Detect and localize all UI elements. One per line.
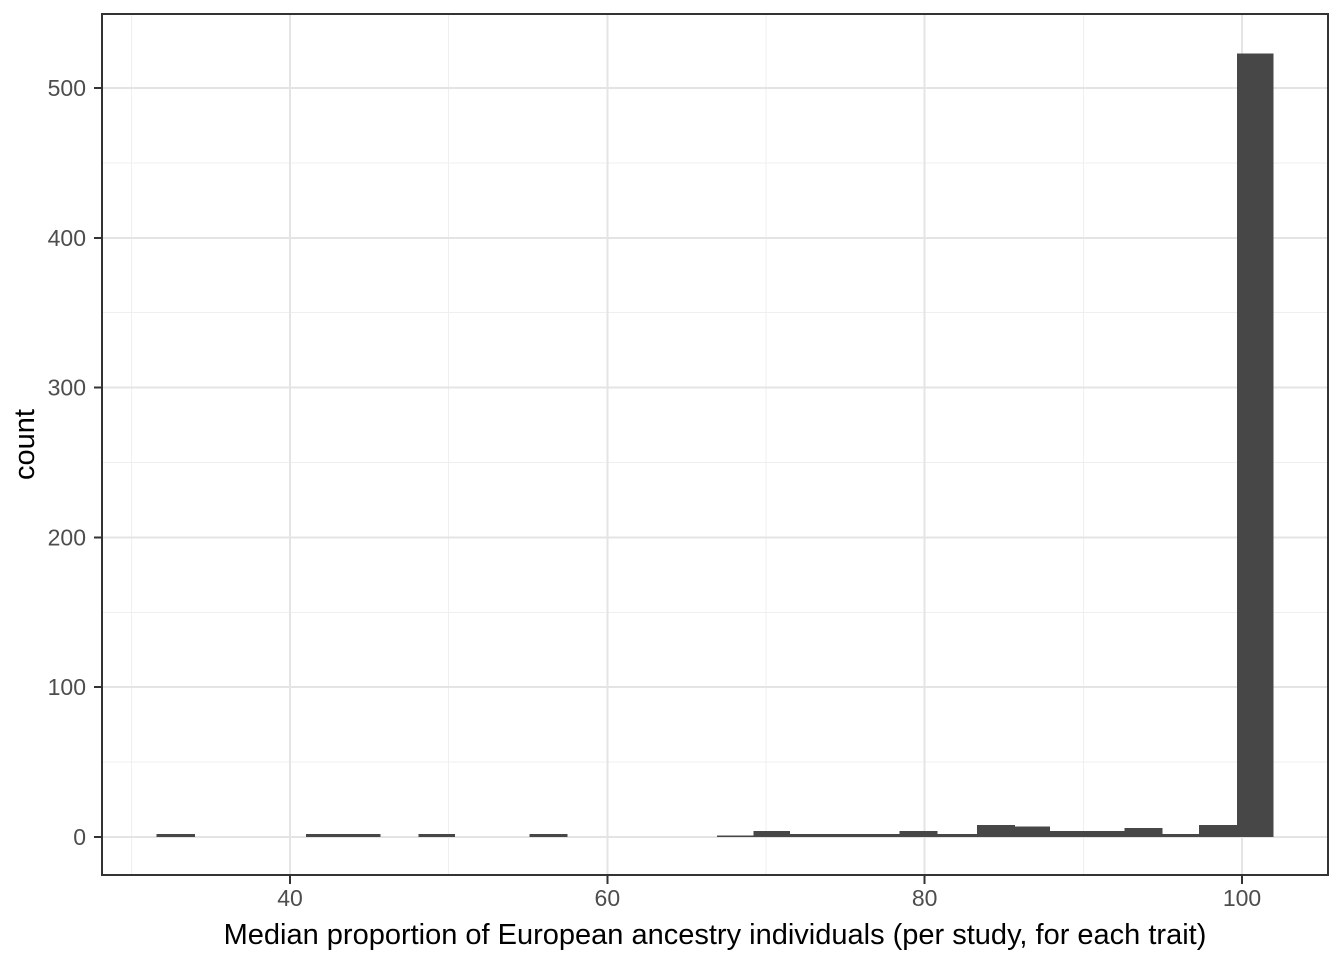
histogram-bar <box>716 835 754 837</box>
gridlines-minor <box>102 14 1328 875</box>
axis-tick-marks <box>94 86 1244 884</box>
axis-tick-labels: 40 60 80 100 0 100 200 300 400 500 <box>48 75 1262 911</box>
histogram-bar <box>1237 53 1274 837</box>
histogram-bar <box>977 824 1016 837</box>
y-tick-label: 400 <box>48 225 86 251</box>
histogram-bar <box>305 833 343 837</box>
y-tick-label: 200 <box>48 524 86 550</box>
y-tick-label: 300 <box>48 375 86 401</box>
histogram-bar <box>342 833 381 837</box>
x-axis-title: Median proportion of European ancestry i… <box>224 919 1207 951</box>
histogram-bar <box>1050 830 1087 837</box>
histogram-bar <box>1124 827 1163 837</box>
histogram-bar <box>899 830 938 837</box>
x-tick-label: 40 <box>277 885 303 911</box>
plot-panel <box>102 14 1328 875</box>
histogram-bar <box>418 833 456 837</box>
histogram-bar <box>937 833 978 837</box>
histogram-bar <box>1086 830 1125 837</box>
y-axis-title: count <box>9 409 41 480</box>
histogram-bar <box>1015 826 1051 837</box>
histogram-bar <box>156 833 195 837</box>
x-tick-label: 100 <box>1223 885 1261 911</box>
histogram-bar <box>862 833 900 837</box>
x-tick-label: 80 <box>912 885 938 911</box>
histogram-bar <box>826 833 863 837</box>
histogram-bar <box>789 833 827 837</box>
histogram-bar <box>1199 824 1238 837</box>
histogram-bar <box>1162 833 1200 837</box>
y-tick-label: 100 <box>48 674 86 700</box>
y-tick-label: 0 <box>73 824 86 850</box>
x-tick-label: 60 <box>595 885 621 911</box>
panel-border <box>101 13 1329 876</box>
y-tick-label: 500 <box>48 75 86 101</box>
histogram-bar <box>529 833 568 837</box>
histogram-bars <box>156 53 1274 837</box>
histogram-bar <box>753 830 790 837</box>
